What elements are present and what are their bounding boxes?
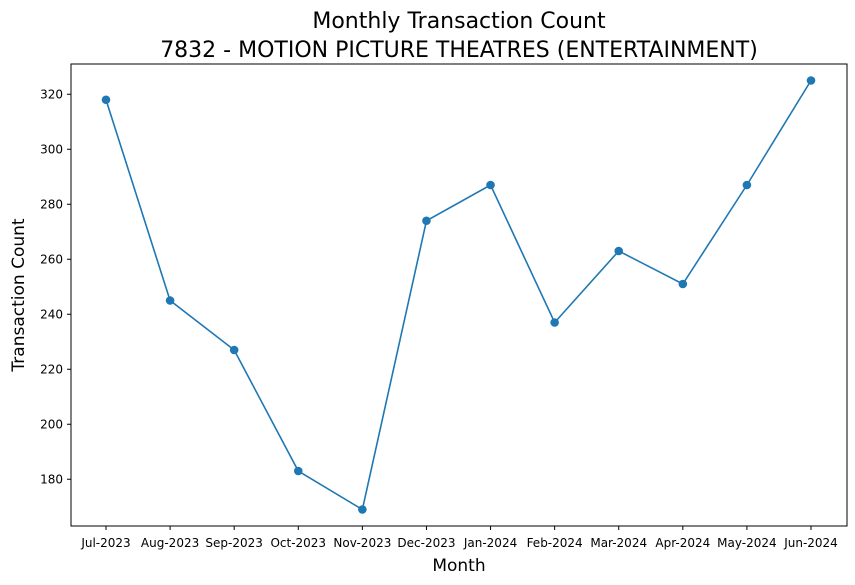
x-tick-label: Jul-2023	[80, 536, 130, 550]
data-point	[165, 296, 175, 305]
plot-area	[70, 63, 848, 527]
data-point	[229, 345, 239, 355]
data-point	[742, 180, 752, 190]
y-tick-label: 220	[40, 362, 63, 376]
y-axis-label: Transaction Count	[9, 218, 29, 372]
data-point	[101, 95, 111, 105]
y-tick-label: 200	[40, 417, 63, 431]
data-point	[486, 180, 495, 190]
y-tick-label: 240	[40, 307, 63, 321]
data-point	[358, 505, 367, 514]
data-point	[806, 76, 816, 85]
x-tick-label: Jan-2024	[463, 536, 517, 550]
y-tick-label: 260	[40, 252, 63, 266]
x-tick-label: Dec-2023	[397, 536, 455, 550]
series-line	[105, 80, 812, 511]
y-tick-label: 320	[40, 87, 63, 101]
x-axis: Jul-2023 Aug-2023 Sep-2023 Oct-2023 Nov-2023…	[80, 526, 838, 550]
series-layer	[101, 76, 816, 514]
data-point	[422, 216, 431, 226]
data-point	[678, 279, 688, 289]
x-tick-label: Aug-2023	[141, 536, 199, 550]
x-tick-label: Apr-2024	[655, 536, 710, 550]
x-tick-label: Nov-2023	[333, 536, 391, 550]
chart-title-line2: 7832 - MOTION PICTURE THEATRES (ENTERTAI…	[160, 38, 758, 63]
data-point	[550, 318, 559, 327]
x-tick-label: Jun-2024	[783, 536, 838, 550]
data-point	[614, 246, 624, 256]
y-tick-label: 280	[40, 197, 63, 211]
x-tick-label: Feb-2024	[527, 536, 583, 550]
x-tick-label: Sep-2023	[205, 536, 263, 550]
y-axis: 180 200 220 240 260 280 300 320	[40, 87, 71, 486]
chart-title-line1: Monthly Transaction Count	[312, 9, 606, 34]
y-tick-label: 180	[40, 472, 63, 486]
data-point	[293, 466, 303, 476]
x-tick-label: Oct-2023	[270, 536, 326, 550]
x-axis-label: Month	[432, 556, 485, 576]
y-tick-label: 300	[40, 142, 63, 156]
x-tick-label: Mar-2024	[590, 536, 647, 550]
x-tick-label: May-2024	[717, 536, 776, 550]
